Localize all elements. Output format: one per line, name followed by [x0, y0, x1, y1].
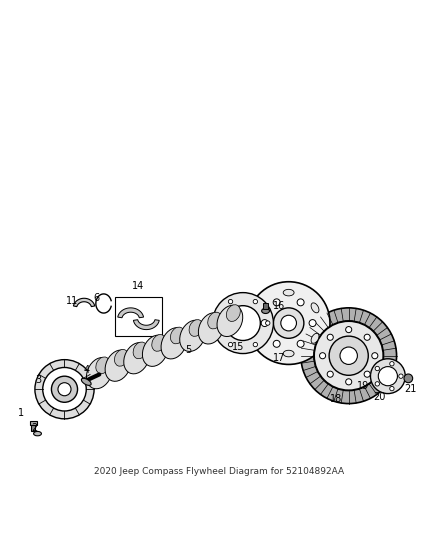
- Circle shape: [399, 374, 403, 378]
- Circle shape: [43, 367, 86, 411]
- Circle shape: [253, 300, 258, 304]
- Ellipse shape: [258, 333, 266, 343]
- Circle shape: [372, 353, 378, 359]
- Circle shape: [364, 334, 370, 340]
- Circle shape: [273, 308, 304, 338]
- Text: 1: 1: [18, 408, 24, 418]
- Ellipse shape: [161, 328, 187, 359]
- Circle shape: [327, 371, 333, 377]
- Text: 2: 2: [31, 423, 37, 433]
- Circle shape: [314, 321, 383, 390]
- Circle shape: [346, 379, 352, 385]
- Ellipse shape: [261, 308, 269, 313]
- Text: 19: 19: [357, 381, 369, 391]
- Ellipse shape: [208, 312, 222, 329]
- Text: 3: 3: [35, 375, 42, 385]
- Circle shape: [371, 359, 405, 393]
- Ellipse shape: [152, 335, 166, 351]
- Text: 14: 14: [132, 281, 145, 291]
- Circle shape: [297, 341, 304, 348]
- Ellipse shape: [226, 305, 240, 321]
- Bar: [263, 303, 268, 309]
- Circle shape: [58, 383, 71, 396]
- Bar: [30, 421, 37, 425]
- Text: 4: 4: [83, 365, 89, 375]
- Circle shape: [364, 371, 370, 377]
- Text: 18: 18: [329, 394, 342, 404]
- Circle shape: [301, 308, 396, 403]
- Circle shape: [375, 366, 379, 370]
- Ellipse shape: [311, 303, 319, 313]
- Circle shape: [340, 347, 357, 365]
- Circle shape: [346, 327, 352, 333]
- Text: 17: 17: [273, 353, 285, 363]
- Ellipse shape: [81, 378, 91, 385]
- Circle shape: [329, 336, 368, 375]
- Circle shape: [314, 321, 384, 391]
- Text: 6: 6: [93, 293, 99, 303]
- Bar: [32, 425, 35, 431]
- Text: 16: 16: [273, 301, 285, 311]
- Circle shape: [35, 360, 94, 419]
- Ellipse shape: [105, 350, 131, 381]
- Bar: [115, 297, 162, 336]
- Ellipse shape: [283, 350, 294, 357]
- Circle shape: [51, 376, 78, 402]
- Ellipse shape: [258, 303, 266, 313]
- Circle shape: [273, 299, 280, 306]
- Text: 21: 21: [404, 384, 417, 394]
- Ellipse shape: [114, 350, 128, 366]
- Text: 20: 20: [373, 392, 385, 402]
- Circle shape: [228, 300, 233, 304]
- Ellipse shape: [34, 431, 42, 436]
- Text: 15: 15: [233, 342, 245, 352]
- Circle shape: [273, 341, 280, 348]
- Ellipse shape: [124, 343, 149, 374]
- Circle shape: [320, 353, 325, 359]
- Circle shape: [297, 299, 304, 306]
- Circle shape: [375, 382, 379, 386]
- Polygon shape: [118, 308, 144, 318]
- Circle shape: [253, 342, 258, 347]
- Ellipse shape: [86, 358, 112, 389]
- Ellipse shape: [96, 357, 110, 374]
- Circle shape: [404, 374, 413, 383]
- Circle shape: [261, 320, 268, 327]
- Circle shape: [228, 342, 233, 347]
- Circle shape: [390, 386, 394, 391]
- Circle shape: [216, 321, 220, 325]
- Text: 11: 11: [66, 296, 78, 306]
- Ellipse shape: [217, 305, 243, 336]
- Circle shape: [226, 305, 260, 341]
- Circle shape: [378, 367, 397, 386]
- Ellipse shape: [180, 320, 205, 351]
- Circle shape: [265, 321, 270, 325]
- Ellipse shape: [189, 320, 203, 336]
- Circle shape: [247, 282, 330, 365]
- Text: 2020 Jeep Compass Flywheel Diagram for 52104892AA: 2020 Jeep Compass Flywheel Diagram for 5…: [94, 466, 344, 475]
- Ellipse shape: [283, 289, 294, 296]
- Circle shape: [390, 361, 394, 366]
- Circle shape: [212, 293, 273, 353]
- Polygon shape: [134, 320, 159, 329]
- Ellipse shape: [133, 342, 147, 359]
- Ellipse shape: [311, 333, 319, 343]
- Circle shape: [327, 334, 333, 340]
- Circle shape: [309, 320, 316, 327]
- Polygon shape: [74, 298, 95, 306]
- Ellipse shape: [198, 313, 224, 344]
- Circle shape: [281, 315, 297, 331]
- Ellipse shape: [142, 335, 168, 366]
- Text: 5: 5: [185, 345, 192, 355]
- Ellipse shape: [170, 327, 184, 344]
